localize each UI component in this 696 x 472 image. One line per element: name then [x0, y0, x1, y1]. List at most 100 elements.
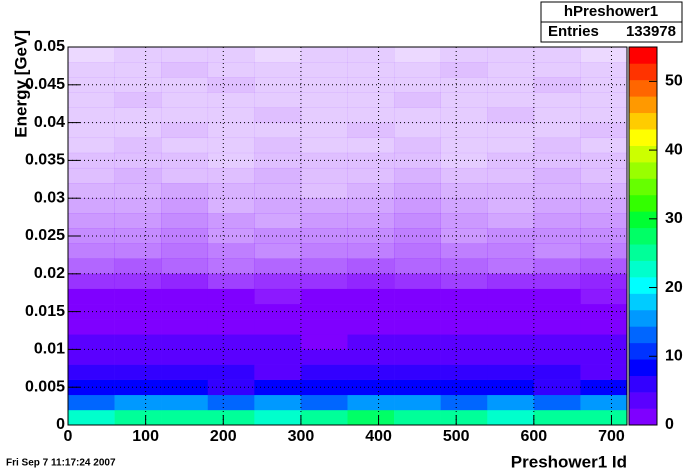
heat-cell [347, 379, 395, 396]
heat-cell [161, 122, 209, 139]
heat-cell [533, 258, 581, 275]
color-band [629, 309, 657, 327]
x-axis-label: Preshower1 Id [511, 452, 627, 471]
heat-cell [487, 319, 535, 335]
heat-cell [580, 92, 628, 108]
heat-cell [580, 47, 628, 63]
heat-cell [394, 107, 441, 123]
heat-cell [394, 288, 441, 305]
heat-cell [254, 62, 302, 78]
heat-cell [68, 243, 115, 259]
heat-cell [114, 213, 162, 229]
heat-cell [347, 304, 395, 320]
heat-cell [533, 167, 581, 184]
stats-value: 133978 [626, 23, 676, 40]
colorbar-frame [628, 46, 658, 426]
color-band [629, 211, 657, 229]
heat-cell [347, 107, 395, 123]
heat-cell [300, 288, 348, 305]
heat-cell [394, 273, 441, 290]
heat-cell [533, 304, 581, 320]
heat-cell [487, 334, 535, 350]
heat-cell [580, 334, 628, 350]
heat-cell [347, 198, 395, 214]
heat-cell [487, 228, 535, 244]
plot-frame [67, 46, 628, 426]
heat-cell [161, 258, 209, 275]
heat-cell [114, 122, 162, 139]
heat-cell [533, 213, 581, 229]
heat-cell [68, 47, 115, 63]
stats-box: hPreshower1 Entries 133978 [540, 1, 683, 43]
heat-cell [114, 394, 162, 411]
heat-cell [207, 167, 255, 184]
heat-cell [440, 349, 488, 365]
heat-cell [487, 107, 535, 123]
x-tick-label: 400 [365, 428, 392, 445]
heat-cell [254, 288, 302, 305]
heat-cell [207, 137, 255, 154]
heat-cell [533, 273, 581, 290]
heat-cell [68, 198, 115, 214]
heat-cell [394, 228, 441, 244]
heat-cell [300, 107, 348, 123]
heat-cell [533, 364, 581, 380]
heat-cell [68, 379, 115, 396]
heat-cell [394, 213, 441, 229]
x-tick-label: 100 [132, 428, 159, 445]
color-band [629, 112, 657, 130]
heat-cell [207, 77, 255, 93]
color-band [629, 375, 657, 393]
heat-cell [394, 47, 441, 63]
heat-cell [161, 107, 209, 123]
heat-cell [207, 319, 255, 335]
heat-cell [161, 137, 209, 154]
heat-cell [487, 183, 535, 199]
heat-cell [440, 122, 488, 139]
heat-cell [347, 394, 395, 411]
stats-label: Entries [548, 23, 599, 40]
heat-cell [440, 243, 488, 259]
heat-cell [161, 92, 209, 108]
heat-cell [533, 198, 581, 214]
heat-cell [533, 334, 581, 350]
color-band [629, 293, 657, 311]
heat-cell [440, 364, 488, 380]
heat-cell [347, 273, 395, 290]
heat-cell [300, 137, 348, 154]
heat-cell [580, 137, 628, 154]
heat-cell [114, 228, 162, 244]
heat-cell [68, 122, 115, 139]
heat-cell [161, 213, 209, 229]
heat-cell [394, 379, 441, 396]
heat-cell [580, 319, 628, 335]
heat-cell [580, 198, 628, 214]
heat-cell [440, 183, 488, 199]
heat-cell [68, 409, 115, 426]
heat-cell [254, 349, 302, 365]
heat-cell [207, 213, 255, 229]
color-band [629, 145, 657, 163]
heat-cell [394, 183, 441, 199]
y-tick-label: 0 [56, 416, 65, 433]
heat-cell [68, 183, 115, 199]
heat-cell [440, 409, 488, 426]
heat-cell [254, 228, 302, 244]
y-tick-label: 0.025 [25, 227, 65, 244]
heat-cell [487, 364, 535, 380]
heat-cell [161, 62, 209, 78]
y-tick-label: 0.02 [34, 265, 65, 282]
heat-cell [440, 319, 488, 335]
heat-cell [533, 152, 581, 169]
heat-cell [394, 152, 441, 169]
heat-cell [440, 213, 488, 229]
heat-cell [161, 198, 209, 214]
heat-cell [207, 304, 255, 320]
heat-cell [347, 152, 395, 169]
heat-cell [161, 47, 209, 63]
heat-cell [114, 62, 162, 78]
heat-cell [207, 334, 255, 350]
heat-cell [580, 167, 628, 184]
heat-cell [347, 137, 395, 154]
heat-cell [347, 62, 395, 78]
